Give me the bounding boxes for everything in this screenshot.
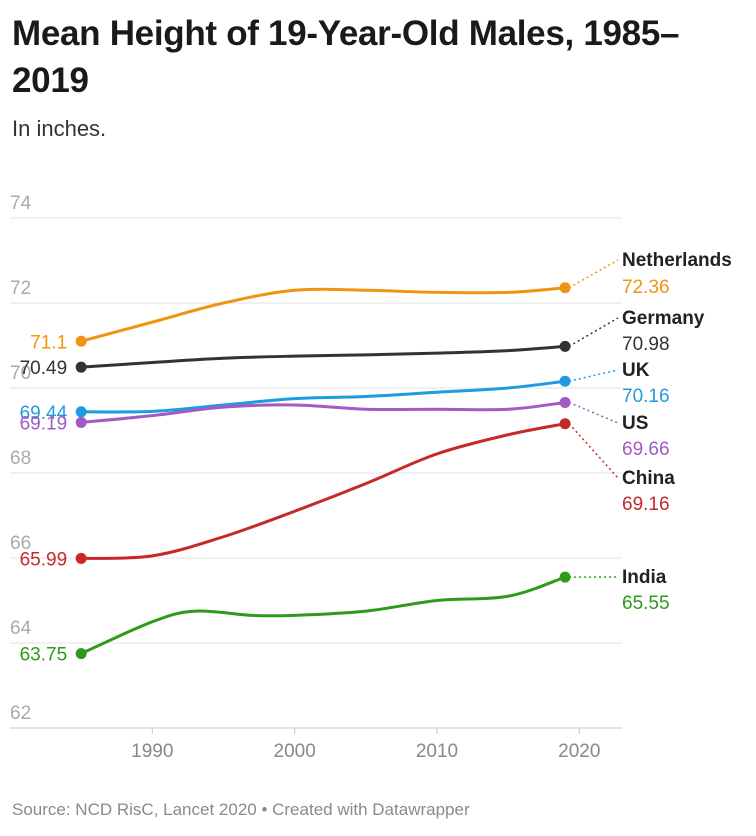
end-value-label-germany: 70.98 bbox=[622, 334, 670, 355]
end-value-label-us: 69.66 bbox=[622, 439, 670, 460]
start-value-label-india: 63.75 bbox=[20, 645, 68, 666]
start-point-us bbox=[75, 416, 87, 428]
end-value-label-uk: 70.16 bbox=[622, 386, 670, 407]
end-name-label-germany: Germany bbox=[622, 308, 705, 329]
y-tick-label: 72 bbox=[10, 278, 31, 299]
start-value-label-netherlands: 71.1 bbox=[30, 332, 67, 353]
y-tick-label: 74 bbox=[10, 193, 32, 214]
x-tick-label: 1990 bbox=[131, 741, 173, 762]
series-line-netherlands bbox=[79, 286, 567, 343]
start-point-china bbox=[75, 552, 87, 564]
series-line-china bbox=[79, 422, 567, 560]
end-name-label-us: US bbox=[622, 413, 648, 434]
connector-us bbox=[568, 401, 619, 424]
start-point-uk bbox=[75, 406, 87, 418]
start-point-india bbox=[75, 648, 87, 660]
chart-subtitle: In inches. bbox=[12, 116, 107, 141]
y-tick-label: 64 bbox=[10, 618, 32, 639]
end-name-label-india: India bbox=[622, 567, 667, 588]
end-point-us bbox=[559, 396, 571, 408]
end-name-label-china: China bbox=[622, 468, 675, 489]
end-point-china bbox=[559, 418, 571, 430]
end-point-india bbox=[559, 571, 571, 583]
start-value-label-uk: 69.44 bbox=[20, 403, 68, 424]
end-value-label-india: 65.55 bbox=[622, 593, 670, 614]
y-tick-label: 70 bbox=[10, 363, 31, 384]
start-value-label-germany: 70.49 bbox=[20, 358, 68, 379]
x-tick-label: 2020 bbox=[558, 741, 600, 762]
y-tick-label: 66 bbox=[10, 533, 31, 554]
start-value-label-us: 69.19 bbox=[20, 413, 68, 434]
start-value-label-china: 65.99 bbox=[20, 549, 68, 570]
start-point-netherlands bbox=[75, 335, 87, 347]
series-line-us bbox=[79, 400, 567, 424]
end-point-uk bbox=[559, 375, 571, 387]
series-line-germany bbox=[79, 344, 567, 369]
y-tick-label: 62 bbox=[10, 703, 31, 724]
end-point-germany bbox=[559, 340, 571, 352]
line-chart: 62 64 66 68 70 72 74 1990 2000 2010 2020 71.1 Nethe… bbox=[10, 193, 732, 762]
start-point-germany bbox=[75, 361, 87, 373]
x-tick-label: 2010 bbox=[416, 741, 458, 762]
connector-netherlands bbox=[568, 259, 619, 289]
end-point-netherlands bbox=[559, 282, 571, 294]
chart-title: Mean Height of 19-Year-Old Males, 1985–2… bbox=[12, 14, 680, 100]
connector-germany bbox=[568, 317, 619, 347]
connector-china bbox=[568, 423, 619, 479]
end-name-label-uk: UK bbox=[622, 360, 650, 381]
series-line-uk bbox=[79, 379, 567, 414]
x-tick-label: 2000 bbox=[274, 741, 316, 762]
connector-uk bbox=[568, 369, 619, 382]
series-line-india bbox=[79, 575, 567, 656]
end-value-label-china: 69.16 bbox=[622, 494, 670, 515]
end-name-label-netherlands: Netherlands bbox=[622, 250, 732, 271]
source-footer: Source: NCD RisC, Lancet 2020 • Created … bbox=[12, 800, 470, 819]
end-value-label-netherlands: 72.36 bbox=[622, 277, 670, 298]
y-tick-label: 68 bbox=[10, 448, 31, 469]
